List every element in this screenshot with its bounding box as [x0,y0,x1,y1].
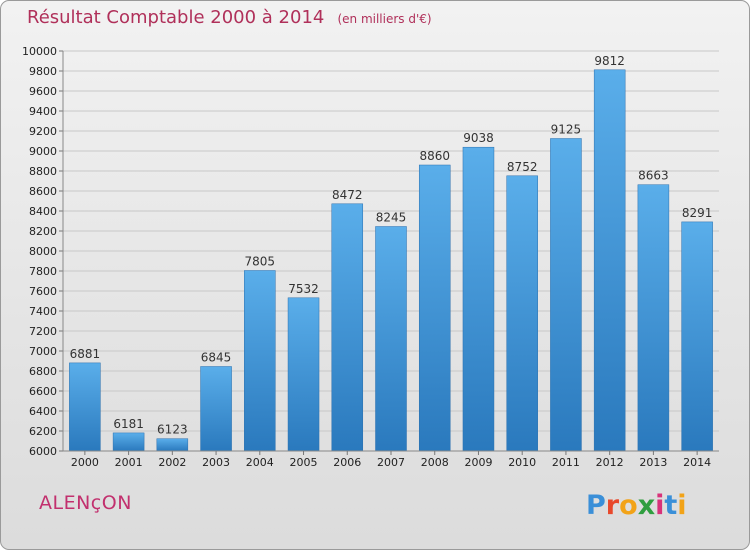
commune-name: ALENçON [39,492,132,514]
x-tick-label: 2004 [246,456,274,469]
chart-subtitle: (en milliers d'€) [337,12,432,26]
y-tick-label: 7400 [29,305,57,318]
x-tick-label: 2009 [464,456,492,469]
x-tick-label: 2014 [683,456,711,469]
value-label: 6845 [201,351,232,365]
x-tick-label: 2013 [639,456,667,469]
y-tick-label: 9600 [29,85,57,98]
bar [681,221,713,452]
x-tick-label: 2007 [377,456,405,469]
logo-letter: o [619,490,638,521]
x-tick-label: 2008 [421,456,449,469]
y-tick-label: 9000 [29,145,57,158]
x-axis: 2000 2001 2002 2003 2004 2005 2006 2007 2008 2009… [63,450,719,469]
y-tick-label: 8000 [29,245,57,258]
x-tick-label: 2001 [115,456,143,469]
bar [156,438,189,452]
y-axis: 6000 6200 6400 6600 6800 7000 7200 7400 7600 7800… [22,45,64,458]
y-tick-label: 9400 [29,105,57,118]
chart-title: Résultat Comptable 2000 à 2014 [27,7,325,28]
bar [375,226,407,452]
x-tick-label: 2003 [202,456,230,469]
title-row: Résultat Comptable 2000 à 2014 (en milli… [27,7,432,28]
logo-letter: t [664,490,678,521]
y-tick-label: 7800 [29,265,57,278]
x-tick-label: 2002 [158,456,186,469]
y-tick-label: 6600 [29,385,57,398]
value-label: 8472 [332,188,363,202]
bar [418,164,451,452]
bar [550,138,582,452]
logo-letter: P [586,490,606,521]
bar [244,270,276,452]
logo-letter: i [677,490,687,521]
y-tick-label: 9800 [29,65,57,78]
value-label: 7532 [288,282,319,296]
x-tick-label: 2011 [552,456,580,469]
value-labels: 6881 6181 6123 6845 7805 7532 8472 8245 8860 9038… [70,54,713,437]
value-label: 8245 [376,211,407,225]
y-tick-label: 8800 [29,165,57,178]
logo-letter: x [637,490,656,521]
logo-letter: i [655,490,665,521]
y-tick-label: 8400 [29,205,57,218]
value-label: 7805 [245,255,276,269]
y-tick-label: 6400 [29,405,57,418]
x-tick-label: 2010 [508,456,536,469]
value-label: 8291 [682,206,713,220]
bar [593,69,626,452]
value-label: 9125 [551,123,582,137]
y-tick-label: 9200 [29,125,57,138]
y-tick-label: 7200 [29,325,57,338]
x-tick-label: 2006 [333,456,361,469]
bars [69,69,713,452]
bar [637,184,670,452]
x-tick-label: 2005 [290,456,318,469]
x-tick-label: 2012 [596,456,624,469]
value-label: 8752 [507,160,538,174]
value-label: 9038 [463,131,494,145]
bar [69,362,101,452]
value-label: 8663 [638,169,669,183]
y-tick-label: 8600 [29,185,57,198]
bar [331,203,364,452]
logo-letter: r [605,490,620,521]
value-label: 6881 [70,347,101,361]
y-tick-label: 6800 [29,365,57,378]
y-tick-label: 6200 [29,425,57,438]
y-tick-label: 6000 [29,445,57,458]
value-label: 9812 [594,54,625,68]
y-tick-label: 7600 [29,285,57,298]
x-tick-label: 2000 [71,456,99,469]
y-tick-label: 10000 [22,45,57,58]
y-tick-label: 8200 [29,225,57,238]
value-label: 8860 [419,149,450,163]
bar [287,297,320,452]
proxiti-logo[interactable]: Proxiti [586,490,687,521]
bar [112,432,145,452]
value-label: 6181 [113,417,144,431]
bar [200,366,232,452]
bar [462,146,495,452]
value-label: 6123 [157,423,188,437]
bar [506,175,538,452]
y-tick-label: 7000 [29,345,57,358]
